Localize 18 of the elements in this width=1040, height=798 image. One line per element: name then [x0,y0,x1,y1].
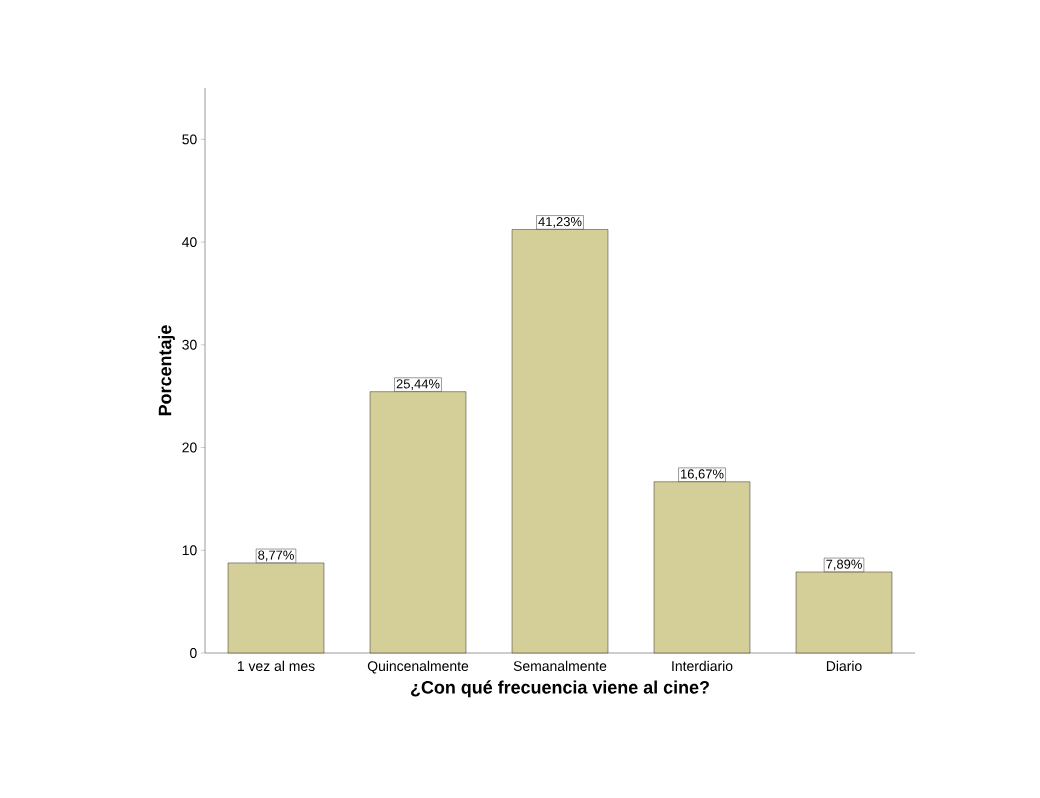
y-tick-label: 40 [182,237,197,248]
x-tick-label: Diario [826,660,862,672]
data-label: 41,23% [538,217,582,228]
data-label: 8,77% [258,550,294,562]
data-label: 25,44% [396,379,440,390]
y-axis-title: Porcentaje [158,325,175,416]
data-label: 7,89% [826,559,862,571]
y-tick-label: 20 [182,442,197,453]
x-axis-title: ¿Con qué frecuencia viene al cine? [411,680,709,698]
x-tick-label: Quincenalmente [367,660,469,674]
data-label: 16,67% [681,469,724,481]
y-tick-label: 30 [182,339,197,350]
y-tick-label: 0 [190,648,197,658]
y-tick-label: 50 [182,134,197,145]
x-tick-label: 1 vez al mes [237,660,315,672]
x-tick-label: Interdiario [672,660,733,672]
x-tick-label: Semanalmente [513,660,607,672]
y-tick-label: 10 [182,545,197,556]
